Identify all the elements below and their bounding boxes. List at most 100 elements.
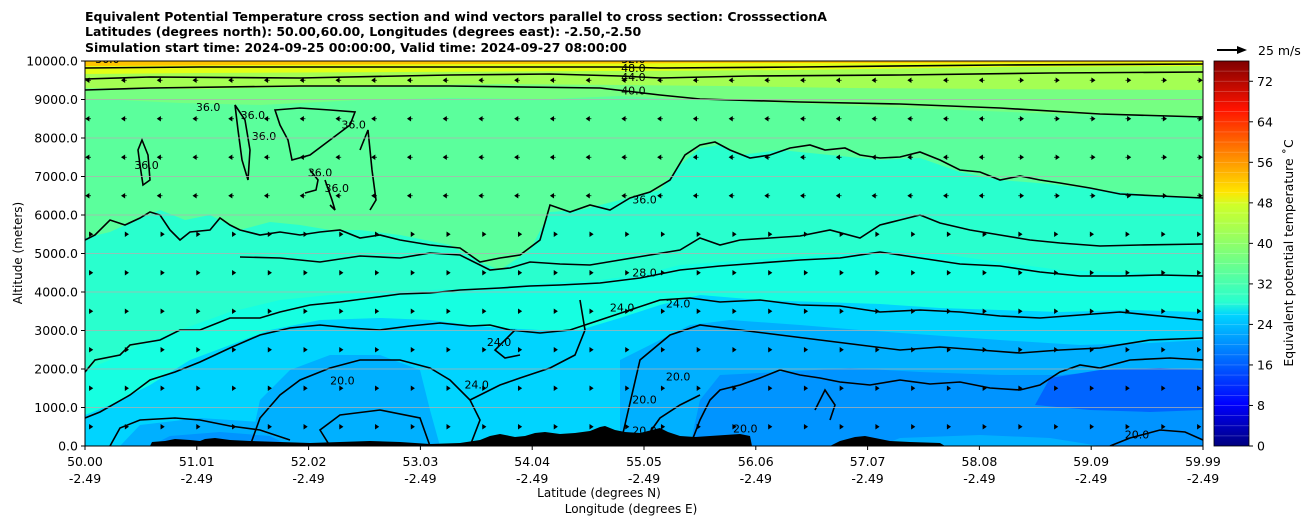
x-axis-title-latitude: Latitude (degrees N) xyxy=(537,486,661,500)
wind-vector-arrow xyxy=(835,77,842,83)
contour-36-loop-1 xyxy=(137,137,151,187)
wind-vector-arrow xyxy=(803,347,809,353)
wind-vector-arrow xyxy=(1161,347,1166,353)
wind-vector-arrow xyxy=(768,347,773,353)
wind-vector-arrow xyxy=(1054,154,1060,160)
wind-vector-arrow xyxy=(585,77,592,83)
wind-vector-field xyxy=(85,77,1203,430)
wind-vector-arrow xyxy=(371,116,377,122)
wind-vector-arrow xyxy=(124,347,129,353)
contour-label: 24.0 xyxy=(666,297,691,310)
wind-vector-arrow xyxy=(156,77,163,83)
wind-vector-arrow xyxy=(156,193,163,199)
wind-vector-arrow xyxy=(1054,77,1060,83)
colorbar-ticks: 0 8 16 24 32 40 48 56 64 72 xyxy=(1249,74,1273,454)
wind-vector-arrow xyxy=(89,385,94,391)
wind-vector-arrow xyxy=(732,385,737,391)
contour-label: 20.0 xyxy=(1125,428,1150,441)
contour-label: 24.0 xyxy=(487,336,512,349)
wind-vector-arrow xyxy=(85,77,91,83)
wind-vector-arrow xyxy=(303,424,308,430)
wind-vector-arrow xyxy=(1161,308,1166,314)
wind-vector-arrow xyxy=(85,154,91,160)
wind-vector-arrow xyxy=(410,347,415,353)
wind-vector-arrow xyxy=(875,231,880,237)
wind-vector-arrow xyxy=(660,385,666,391)
contour-label: 20.0 xyxy=(632,394,657,407)
wind-vector-arrow xyxy=(839,270,844,276)
wind-vector-arrow xyxy=(585,116,592,122)
wind-vector-arrow xyxy=(121,154,127,160)
wind-vector-arrow xyxy=(978,116,985,122)
contour-24-b xyxy=(619,324,1203,446)
wind-vector-arrow xyxy=(982,385,987,391)
contour-label: 36.0 xyxy=(196,101,221,114)
colorbar-tick-label: 8 xyxy=(1257,398,1265,413)
wind-vector-arrow xyxy=(1054,308,1059,314)
wind-vector-arrow xyxy=(478,193,485,199)
wind-vector-arrow xyxy=(121,77,127,83)
wind-vector-arrow xyxy=(1125,424,1130,430)
wind-vector-arrow xyxy=(335,154,342,160)
wind-vector-arrow xyxy=(553,385,558,391)
wind-vector-arrow xyxy=(339,270,344,276)
wind-vector-arrow xyxy=(514,77,520,83)
contour-20-e xyxy=(109,417,291,446)
wind-vector-arrow xyxy=(299,77,306,83)
wind-vector-arrow xyxy=(196,308,201,314)
contour-label: 36.0 xyxy=(241,109,266,122)
wind-vector-arrow xyxy=(231,347,237,353)
wind-vector-arrow xyxy=(803,385,809,391)
wind-vector-arrow xyxy=(1054,116,1060,122)
wind-vector-arrow xyxy=(156,154,163,160)
wind-key: 25 m/s xyxy=(1217,43,1301,58)
contour-label: 36.0 xyxy=(341,118,366,131)
wind-vector-arrow xyxy=(482,347,487,353)
wind-vector-arrow xyxy=(1018,308,1023,314)
wind-vector-arrow xyxy=(446,308,451,314)
contour-36-loop-2 xyxy=(234,104,251,181)
wind-vector-arrow xyxy=(446,231,451,237)
wind-vector-arrow xyxy=(156,116,163,122)
wind-vector-arrow xyxy=(1089,193,1096,199)
wind-vector-arrow xyxy=(835,154,842,160)
contour-36-loop-4 xyxy=(359,129,377,211)
wind-vector-arrow xyxy=(871,116,878,122)
contour-label: 20.0 xyxy=(330,374,355,387)
colorbar-tick-label: 16 xyxy=(1257,357,1273,372)
wind-vector-arrow xyxy=(692,116,699,122)
chart-title-line-2: Latitudes (degrees north): 50.00,60.00, … xyxy=(85,24,642,39)
wind-vector-arrow xyxy=(943,77,949,83)
wind-vector-arrow xyxy=(978,193,985,199)
wind-vector-arrow xyxy=(1054,424,1059,430)
wind-vector-arrow xyxy=(228,154,234,160)
plot-area: 36.0 32.048.044.040.0 36.0 36.0 36.0 36.0 36.0… xyxy=(85,61,1203,446)
y-tick-label: 6000.0 xyxy=(34,208,78,223)
wind-vector-arrow xyxy=(89,347,94,353)
x-tick-label-longitude: -2.49 xyxy=(181,471,213,486)
wind-vector-arrow xyxy=(517,385,523,391)
wind-vector-arrow xyxy=(696,347,701,353)
wind-vector-arrow xyxy=(982,347,987,353)
wind-vector-arrow xyxy=(517,270,523,276)
wind-vector-arrow xyxy=(553,347,558,353)
wind-vector-arrow xyxy=(553,270,558,276)
wind-vector-arrow xyxy=(1054,193,1060,199)
contour-label: 24.0 xyxy=(610,301,635,314)
wind-vector-arrow xyxy=(121,116,127,122)
x-tick-label-latitude: 53.03 xyxy=(403,454,439,469)
x-tick-label-latitude: 56.06 xyxy=(738,454,774,469)
wind-vector-arrow xyxy=(478,77,485,83)
wind-vector-arrow xyxy=(943,154,949,160)
wind-vector-arrow xyxy=(696,424,701,430)
wind-vector-arrow xyxy=(549,77,556,83)
wind-vector-arrow xyxy=(764,77,771,83)
wind-vector-arrow xyxy=(875,385,880,391)
wind-vector-arrow xyxy=(943,193,949,199)
wind-vector-arrow xyxy=(374,424,380,430)
x-tick-label-latitude: 51.01 xyxy=(179,454,215,469)
colorbar-tick-label: 56 xyxy=(1257,155,1273,170)
wind-vector-arrow xyxy=(728,193,735,199)
wind-vector-arrow xyxy=(943,116,949,122)
wind-vector-arrow xyxy=(1161,77,1167,83)
